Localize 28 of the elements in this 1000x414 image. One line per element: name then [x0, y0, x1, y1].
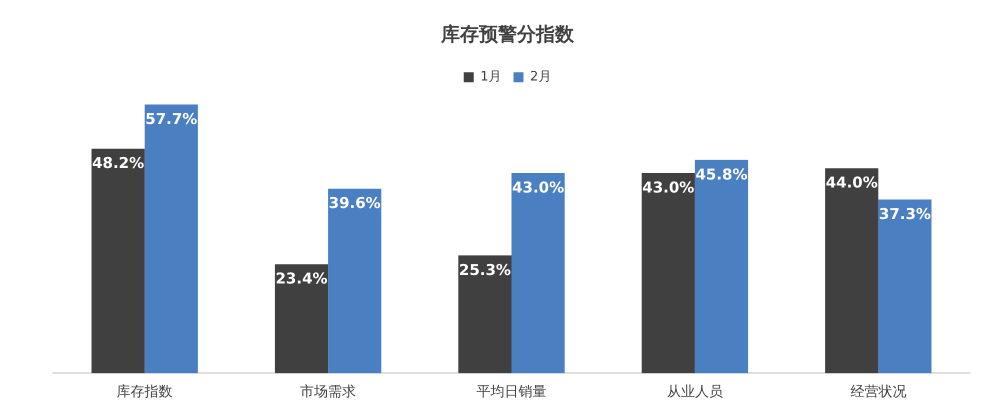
- data-label: 43.0%: [512, 178, 564, 196]
- x-tick-label: 市场需求: [300, 384, 356, 400]
- bar: [274, 264, 328, 374]
- bar: [878, 200, 932, 374]
- data-label: 57.7%: [145, 110, 198, 128]
- x-tick-label: 从业人员: [666, 384, 723, 400]
- legend-label: 2月: [530, 70, 552, 85]
- bar: [458, 255, 512, 374]
- data-label: 25.3%: [458, 260, 511, 279]
- chart-title: 库存预警分指数: [440, 23, 575, 46]
- data-label: 45.8%: [695, 165, 748, 184]
- bar: [642, 172, 695, 374]
- data-label: 37.3%: [878, 204, 931, 223]
- bar: [694, 160, 748, 374]
- data-label: 43.0%: [642, 178, 694, 196]
- x-tick-label: 平均日销量: [476, 384, 546, 400]
- legend-label: 1月: [480, 70, 502, 85]
- data-label: 39.6%: [328, 194, 381, 212]
- data-label: 23.4%: [275, 270, 328, 288]
- x-tick-label: 库存指数: [116, 384, 173, 400]
- data-label: 44.0%: [826, 174, 878, 192]
- bar: [512, 172, 565, 374]
- bar: [92, 148, 145, 374]
- bar: [825, 168, 878, 374]
- x-tick-label: 经营状况: [850, 384, 906, 400]
- data-label: 48.2%: [92, 154, 144, 172]
- bar: [144, 104, 198, 374]
- bar: [328, 188, 382, 374]
